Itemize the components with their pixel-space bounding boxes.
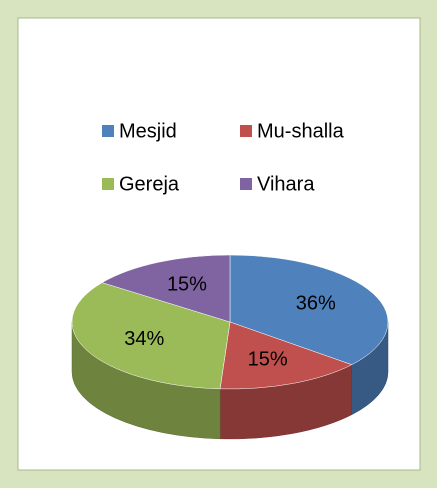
legend-swatch xyxy=(102,125,114,137)
legend-label: Mesjid xyxy=(119,120,177,142)
legend-label: Mu-shalla xyxy=(257,120,345,142)
data-label: 15% xyxy=(167,273,207,295)
data-label: 36% xyxy=(296,293,336,315)
legend-swatch xyxy=(102,178,114,190)
pie-slice xyxy=(229,254,389,365)
pie-slice xyxy=(71,282,231,390)
legend-label: Gereja xyxy=(119,173,180,195)
data-label: 15% xyxy=(248,348,288,370)
legend-swatch xyxy=(240,178,252,190)
legend-swatch xyxy=(240,125,252,137)
pie-slice xyxy=(219,321,353,390)
data-label: 34% xyxy=(124,328,164,350)
pie-slice xyxy=(101,254,231,323)
legend-label: Vihara xyxy=(257,173,315,195)
